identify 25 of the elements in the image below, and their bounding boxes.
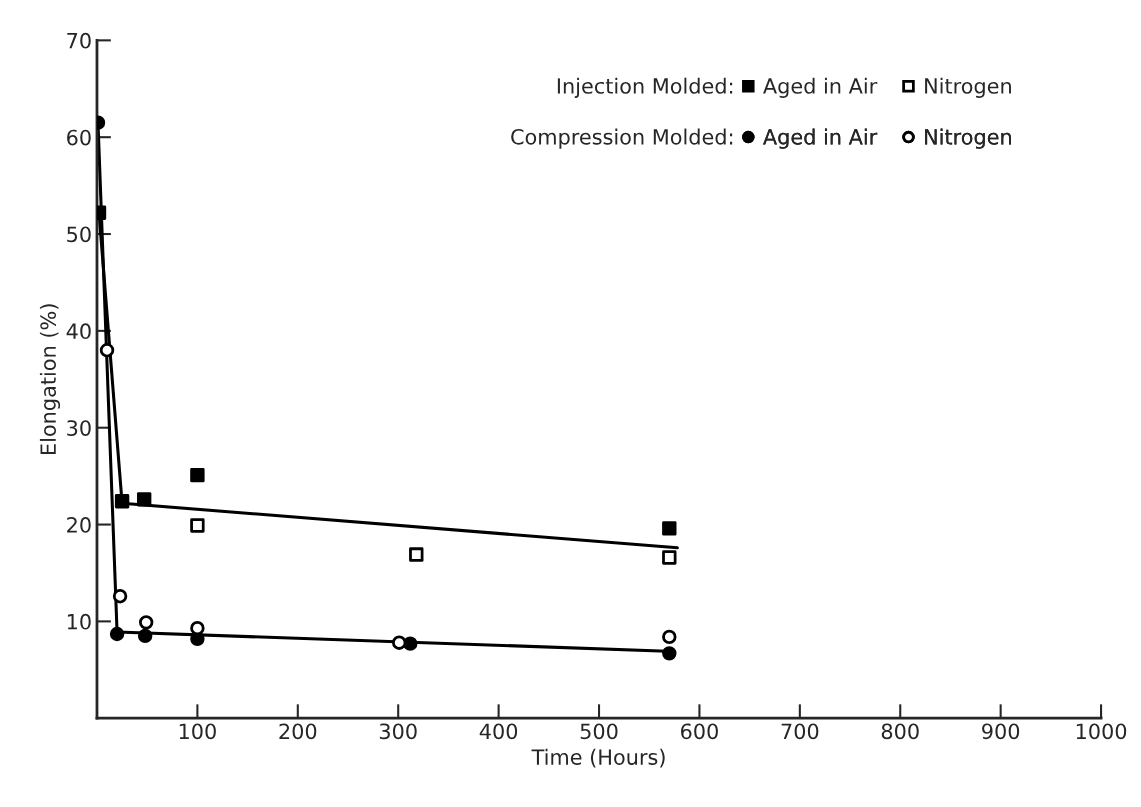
y-tick-label: 70 <box>67 32 91 49</box>
y-tick-label: 30 <box>67 420 91 436</box>
x-tick-label: 100 <box>179 723 216 740</box>
x-tick-label: 200 <box>279 723 317 740</box>
legend-label: Nitrogen <box>925 77 1011 98</box>
y-tick-label: 40 <box>66 323 91 340</box>
x-tick-label: 800 <box>881 723 919 740</box>
legend-label: Aged in Air <box>763 128 878 149</box>
legend-label: Aged in Air <box>763 77 878 98</box>
x-tick-label: 900 <box>982 723 1020 740</box>
y-axis-title: Elongation (%) <box>39 304 61 454</box>
x-tick-label: 1000 <box>1076 723 1127 740</box>
x-tick-label: 600 <box>681 723 718 740</box>
annotation: Compression Molded: <box>511 128 733 149</box>
x-tick-label: 300 <box>379 723 417 740</box>
annotation: Injection Molded: <box>557 77 733 98</box>
x-tick-label: 500 <box>580 723 618 740</box>
x-tick-label: 400 <box>479 723 518 740</box>
y-tick-label: 20 <box>67 517 91 533</box>
y-tick-label: 60 <box>67 129 91 146</box>
x-axis-title: Time (Hours) <box>531 748 665 768</box>
y-tick-label: 10 <box>67 613 91 630</box>
x-tick-label: 700 <box>781 723 819 740</box>
y-tick-label: 50 <box>67 226 91 243</box>
legend-label: Nitrogen <box>925 128 1011 149</box>
